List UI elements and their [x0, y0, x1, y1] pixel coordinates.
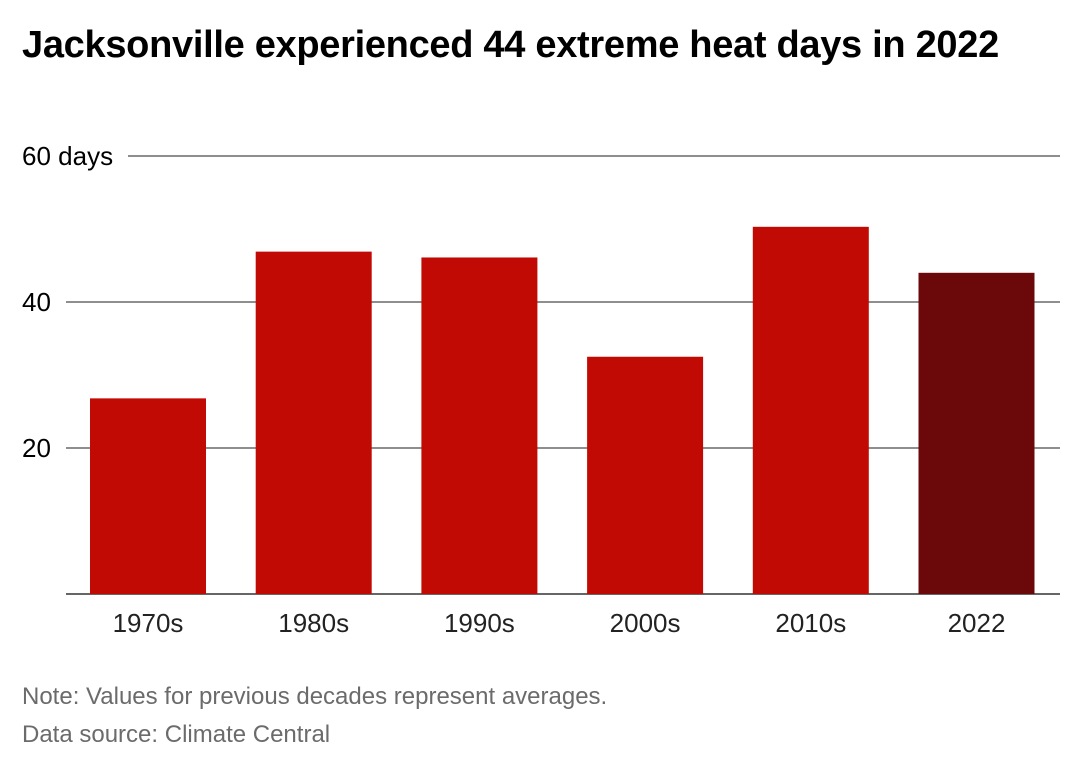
- chart-footer: Note: Values for previous decades repres…: [22, 678, 607, 754]
- x-tick-label: 2022: [948, 608, 1006, 638]
- y-axis-tick-labels: 20 40 60 days: [22, 141, 113, 463]
- x-tick-label: 1990s: [444, 608, 515, 638]
- data-source: Data source: Climate Central: [22, 721, 331, 748]
- chart-note: Note: Values for previous decades repres…: [22, 683, 608, 710]
- y-tick-label: 40: [22, 287, 51, 317]
- bar-2000s: [587, 356, 704, 594]
- x-axis-tick-labels: 1970s 1980s 1990s 2000s 2010s 2022: [113, 608, 1006, 638]
- bars: [90, 226, 1035, 594]
- bar-1970s: [90, 398, 206, 594]
- bar-1990s: [421, 257, 538, 594]
- chart-title: Jacksonville experienced 44 extreme heat…: [22, 24, 999, 66]
- y-tick-label: 20: [22, 433, 51, 463]
- bar-1980s: [255, 251, 372, 594]
- bar-2022: [918, 272, 1035, 594]
- x-tick-label: 1970s: [113, 608, 184, 638]
- bar-chart: 20 40 60 days 1970s 1980s 1990s 2000s 2010s 202…: [22, 141, 1060, 638]
- x-tick-label: 2010s: [775, 608, 846, 638]
- bar-2010s: [752, 226, 869, 594]
- x-tick-label: 2000s: [610, 608, 681, 638]
- y-tick-label: 60 days: [22, 141, 113, 171]
- gridlines: [66, 155, 1060, 595]
- x-tick-label: 1980s: [278, 608, 349, 638]
